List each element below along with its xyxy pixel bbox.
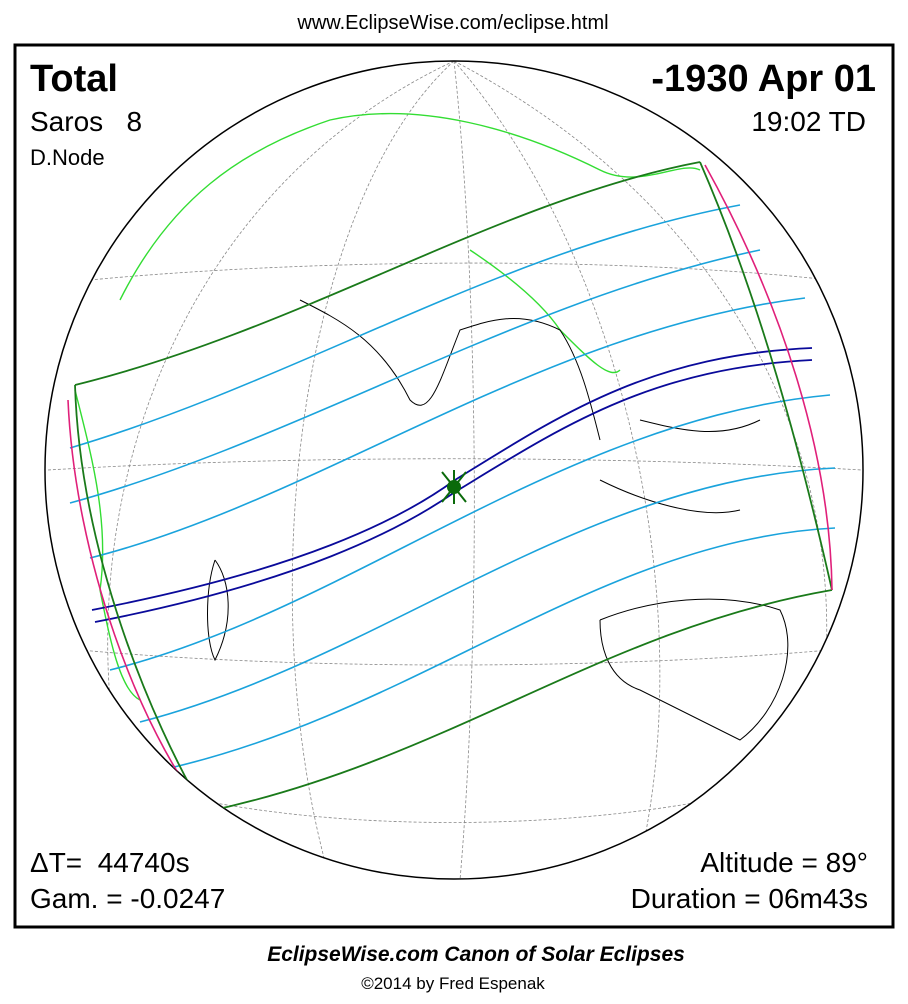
penumbra-limit [204, 589, 833, 813]
greatest-eclipse-mark [441, 470, 467, 504]
time: 19:02 TD [751, 106, 866, 137]
greatest-eclipse [441, 470, 467, 504]
rise-set-limit [699, 161, 833, 591]
duration: Duration = 06m43s [631, 883, 868, 914]
penumbra-line [139, 467, 836, 723]
borders [119, 112, 701, 301]
frame [13, 43, 895, 929]
eclipse-path [67, 161, 836, 813]
altitude: Altitude = 89° [700, 847, 868, 878]
penumbra-line [169, 527, 836, 769]
meridian [453, 61, 828, 721]
node: D.Node [30, 145, 105, 170]
borders [469, 249, 621, 374]
saros: Saros 8 [30, 106, 142, 137]
coastline [207, 559, 229, 662]
meridian [291, 61, 455, 879]
penumbra-line [89, 297, 806, 559]
coastline [599, 598, 789, 741]
eclipse-type: Total [30, 58, 118, 100]
footer-title: EclipseWise.com Canon of Solar Eclipses [267, 943, 685, 966]
penumbra-line [109, 394, 831, 671]
date: -1930 Apr 01 [651, 58, 876, 100]
gamma: Gam. = -0.0247 [30, 883, 225, 914]
penumbra-limit [74, 161, 701, 386]
meridian [453, 61, 661, 861]
parallel [47, 458, 863, 471]
rise-set-curve [704, 164, 833, 591]
umbra-limit [91, 347, 813, 611]
parallel [89, 262, 831, 281]
penumbra-line [69, 204, 741, 449]
delta-t: ΔT= 44740s [30, 847, 190, 878]
url: www.EclipseWise.com/eclipse.html [296, 12, 608, 34]
globe [44, 60, 864, 880]
meridian [107, 61, 455, 701]
parallel [199, 799, 711, 823]
coastline [299, 299, 601, 441]
parallel [79, 649, 831, 666]
penumbra-line [69, 249, 761, 504]
rise-set-limit [74, 384, 206, 813]
rise-set-curve [67, 399, 206, 813]
coastline [599, 419, 761, 514]
copyright: ©2014 by Fred Espenak [361, 974, 545, 993]
